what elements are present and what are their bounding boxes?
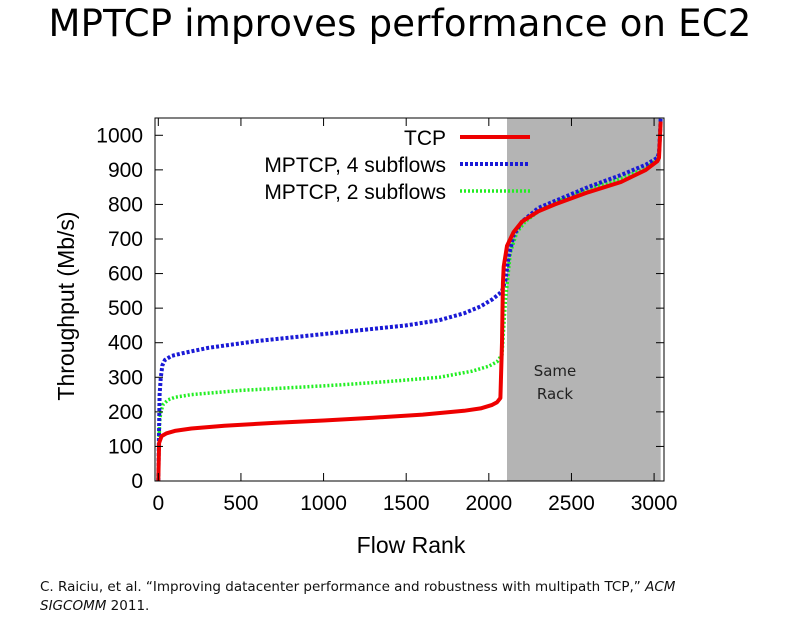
y-tick-label: 400	[108, 332, 143, 355]
y-tick-label: 300	[108, 366, 143, 389]
legend-label: MPTCP, 2 subflows	[264, 181, 446, 204]
y-tick-label: 800	[108, 193, 143, 216]
legend-label: MPTCP, 4 subflows	[264, 154, 446, 177]
citation-venue-acm: ACM	[645, 579, 676, 595]
y-tick-label: 1000	[96, 124, 143, 147]
x-tick-label: 2000	[465, 492, 512, 515]
same-rack-label-line2: Rack	[537, 385, 574, 403]
legend-label: TCP	[404, 127, 446, 150]
y-tick-label: 0	[131, 470, 143, 493]
x-tick-label: 3000	[631, 492, 678, 515]
citation-year: 2011.	[110, 598, 150, 614]
y-tick-label: 100	[108, 435, 143, 458]
x-tick-label: 500	[223, 492, 258, 515]
x-axis-label: Flow Rank	[357, 532, 466, 558]
axes-group: 0 100 200 300 400 500 600 700 800 900 1000 0 500 1000…	[96, 117, 678, 515]
x-tick-label: 0	[152, 492, 164, 515]
series-line-mptcp-4-subflows	[156, 117, 663, 482]
citation-text: C. Raiciu, et al. “Improving datacenter …	[40, 579, 641, 595]
series-line-mptcp-2-subflows	[156, 117, 663, 482]
x-tick-label: 2500	[548, 492, 595, 515]
x-tick-label: 1000	[300, 492, 347, 515]
y-tick-label: 500	[108, 297, 143, 320]
citation-venue-sigcomm: SIGCOMM	[40, 598, 107, 614]
slide-title: MPTCP improves performance on EC2	[48, 2, 752, 45]
y-tick-label: 600	[108, 263, 143, 286]
y-tick-label: 700	[108, 228, 143, 251]
citation: C. Raiciu, et al. “Improving datacenter …	[40, 578, 780, 616]
y-tick-label: 200	[108, 401, 143, 424]
same-rack-shaded-region	[507, 118, 661, 481]
y-tick-label: 900	[108, 159, 143, 182]
same-rack-label-line1: Same	[534, 362, 577, 380]
y-axis-label: Throughput (Mb/s)	[53, 211, 79, 400]
same-rack-region-group	[507, 118, 661, 481]
throughput-chart: 0 100 200 300 400 500 600 700 800 900 1000 0 500 1000…	[53, 117, 678, 558]
legend: TCP MPTCP, 4 subflows MPTCP, 2 subflows	[264, 127, 530, 204]
series-line-tcp	[156, 121, 663, 482]
plot-frame	[154, 117, 665, 482]
series-lines-group	[156, 117, 663, 482]
x-tick-label: 1500	[383, 492, 430, 515]
